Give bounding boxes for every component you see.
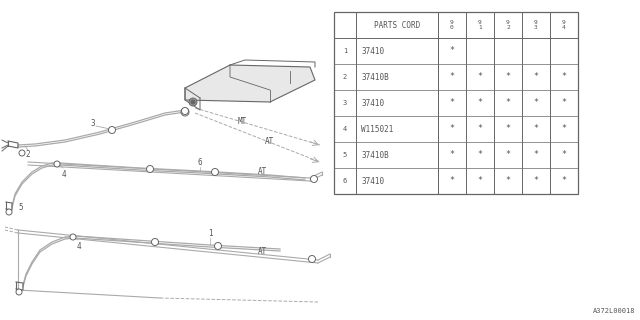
Text: 37410: 37410: [361, 99, 384, 108]
Circle shape: [189, 98, 197, 106]
Text: *: *: [477, 99, 483, 108]
Text: *: *: [561, 124, 566, 133]
Text: *: *: [534, 99, 538, 108]
Text: *: *: [561, 150, 566, 159]
Text: *: *: [449, 99, 454, 108]
Text: *: *: [506, 124, 511, 133]
Text: 37410: 37410: [361, 177, 384, 186]
Text: 4: 4: [62, 170, 67, 179]
Text: 6: 6: [343, 178, 347, 184]
Text: *: *: [477, 150, 483, 159]
Text: 3: 3: [90, 119, 95, 129]
Text: 1: 1: [343, 48, 347, 54]
Text: 9
4: 9 4: [562, 20, 566, 30]
Text: *: *: [449, 177, 454, 186]
Circle shape: [152, 238, 159, 245]
Text: *: *: [506, 177, 511, 186]
Text: AT: AT: [258, 167, 268, 177]
Text: *: *: [449, 124, 454, 133]
Text: 4: 4: [77, 242, 82, 251]
Text: 9
0: 9 0: [450, 20, 454, 30]
Text: *: *: [534, 177, 538, 186]
Text: 1: 1: [208, 229, 212, 238]
Text: *: *: [449, 46, 454, 55]
Text: 9
1: 9 1: [478, 20, 482, 30]
Circle shape: [70, 234, 76, 240]
Text: *: *: [506, 99, 511, 108]
Text: 4: 4: [343, 126, 347, 132]
Circle shape: [181, 108, 189, 116]
Circle shape: [211, 169, 218, 175]
Circle shape: [308, 255, 316, 262]
Circle shape: [182, 108, 189, 115]
Text: 6: 6: [198, 158, 202, 167]
Text: A372L00018: A372L00018: [593, 308, 635, 314]
Circle shape: [214, 243, 221, 250]
Circle shape: [191, 100, 195, 104]
Text: MT: MT: [238, 117, 247, 126]
Polygon shape: [185, 65, 315, 102]
Text: *: *: [506, 73, 511, 82]
Circle shape: [6, 209, 12, 215]
Text: *: *: [534, 150, 538, 159]
Text: *: *: [561, 177, 566, 186]
Circle shape: [19, 150, 25, 156]
Text: 2: 2: [343, 74, 347, 80]
Text: *: *: [561, 99, 566, 108]
Text: 5: 5: [343, 152, 347, 158]
Circle shape: [16, 289, 22, 295]
Text: PARTS CORD: PARTS CORD: [374, 20, 420, 29]
Text: 3: 3: [343, 100, 347, 106]
Text: W115021: W115021: [361, 124, 394, 133]
Text: *: *: [506, 150, 511, 159]
Text: AT: AT: [258, 247, 268, 257]
Circle shape: [109, 126, 115, 133]
Text: *: *: [534, 124, 538, 133]
Text: *: *: [477, 124, 483, 133]
Text: 9
2: 9 2: [506, 20, 510, 30]
Text: *: *: [477, 73, 483, 82]
Text: *: *: [561, 73, 566, 82]
Text: *: *: [534, 73, 538, 82]
Text: 37410B: 37410B: [361, 150, 388, 159]
Circle shape: [54, 161, 60, 167]
Text: 5: 5: [18, 203, 22, 212]
Text: *: *: [477, 177, 483, 186]
Text: *: *: [449, 73, 454, 82]
Text: 37410: 37410: [361, 46, 384, 55]
FancyBboxPatch shape: [334, 12, 578, 194]
Text: 37410B: 37410B: [361, 73, 388, 82]
Text: AT: AT: [265, 138, 275, 147]
Circle shape: [310, 175, 317, 182]
Circle shape: [147, 165, 154, 172]
Text: *: *: [449, 150, 454, 159]
Text: 2: 2: [26, 150, 30, 159]
Text: 9
3: 9 3: [534, 20, 538, 30]
